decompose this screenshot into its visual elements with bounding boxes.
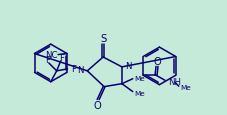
Text: Me: Me — [135, 75, 146, 81]
Text: NH: NH — [168, 77, 181, 86]
Text: S: S — [100, 34, 106, 44]
Text: N: N — [77, 66, 83, 75]
Text: O: O — [93, 101, 101, 110]
Text: Me: Me — [181, 84, 192, 90]
Text: F: F — [45, 56, 50, 65]
Text: F: F — [72, 65, 76, 74]
Text: O: O — [153, 57, 161, 67]
Text: N: N — [125, 62, 131, 71]
Text: NC: NC — [45, 51, 57, 59]
Text: F: F — [59, 54, 64, 63]
Text: Me: Me — [135, 90, 146, 96]
